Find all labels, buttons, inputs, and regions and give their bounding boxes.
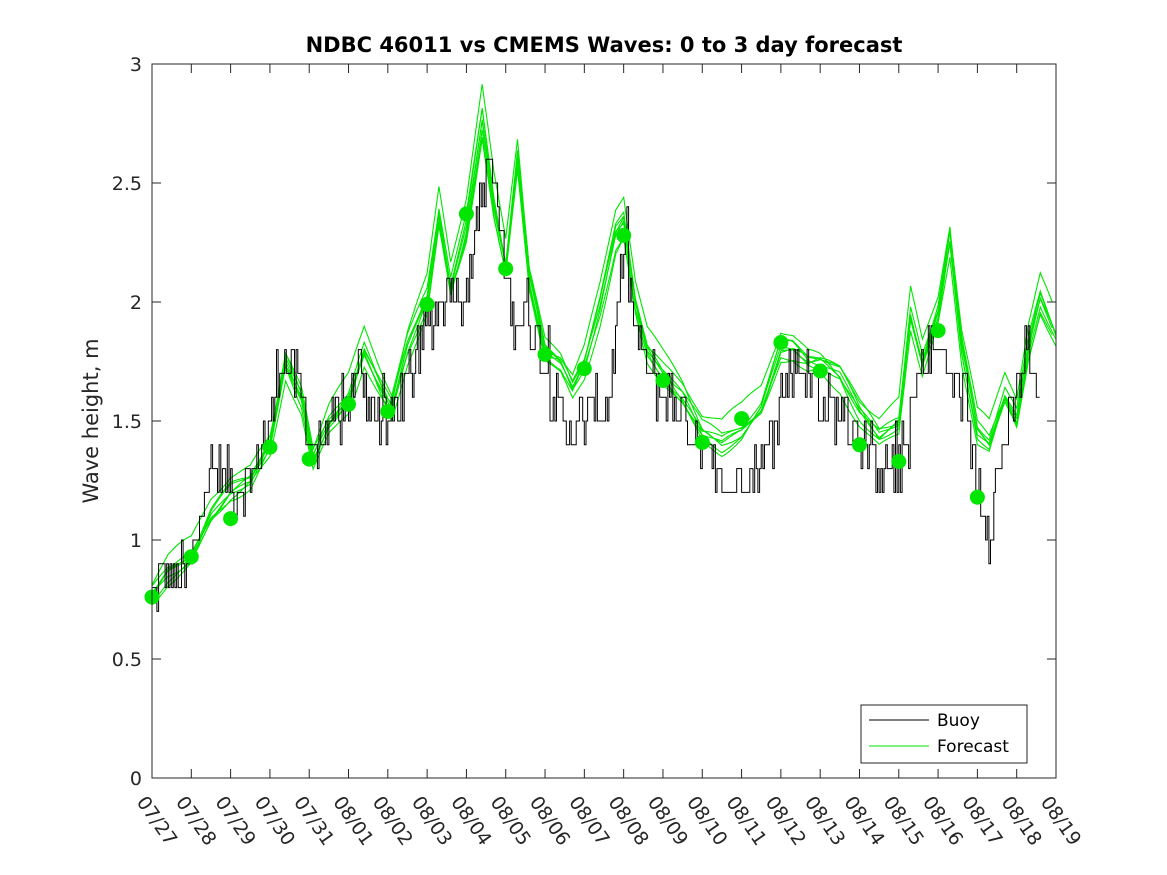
- y-tick-label: 3: [130, 54, 142, 76]
- forecast-line: [151, 84, 1053, 586]
- legend: Buoy Forecast: [860, 704, 1028, 764]
- y-tick-label: 1.5: [112, 411, 142, 433]
- analysis-point: [930, 323, 946, 339]
- buoy-line: [152, 158, 1040, 612]
- analysis-point: [891, 454, 907, 469]
- plot-frame: [151, 63, 1057, 779]
- forecast-line: [151, 137, 1057, 603]
- y-tick-label: 0.5: [112, 649, 142, 671]
- analysis-point: [969, 489, 985, 505]
- y-axis-ticks: 0 0.5 1 1.5 2 2.5 3: [112, 54, 1056, 790]
- analysis-point: [734, 411, 750, 427]
- analysis-point: [223, 511, 239, 527]
- forecast-line: [151, 108, 1057, 597]
- analysis-point: [694, 434, 710, 450]
- chart-title: NDBC 46011 vs CMEMS Waves: 0 to 3 day fo…: [306, 33, 903, 57]
- forecast-line: [151, 138, 1053, 594]
- analysis-point: [301, 451, 317, 467]
- analysis-point: [498, 261, 514, 277]
- analysis-point: [458, 206, 474, 222]
- y-axis-label: Wave height, m: [79, 338, 103, 503]
- legend-buoy-label: Buoy: [937, 711, 980, 731]
- analysis-point: [183, 549, 199, 565]
- analysis-point: [773, 335, 789, 350]
- analysis-point: [812, 363, 828, 379]
- analysis-point: [655, 373, 671, 388]
- y-tick-label: 2.5: [112, 173, 142, 195]
- analysis-point: [576, 361, 592, 377]
- analysis-point: [341, 396, 356, 412]
- analysis-point: [852, 437, 867, 453]
- legend-box: [860, 704, 1028, 764]
- analysis-point: [537, 346, 553, 362]
- y-tick-label: 2: [130, 292, 142, 314]
- legend-forecast-label: Forecast: [937, 737, 1009, 757]
- y-tick-label: 1: [130, 530, 142, 552]
- plot-area: [144, 84, 1057, 612]
- analysis-point: [262, 439, 278, 455]
- y-tick-label: 0: [130, 768, 142, 790]
- analysis-point: [616, 227, 632, 243]
- analysis-point: [419, 296, 435, 312]
- analysis-point: [380, 404, 396, 419]
